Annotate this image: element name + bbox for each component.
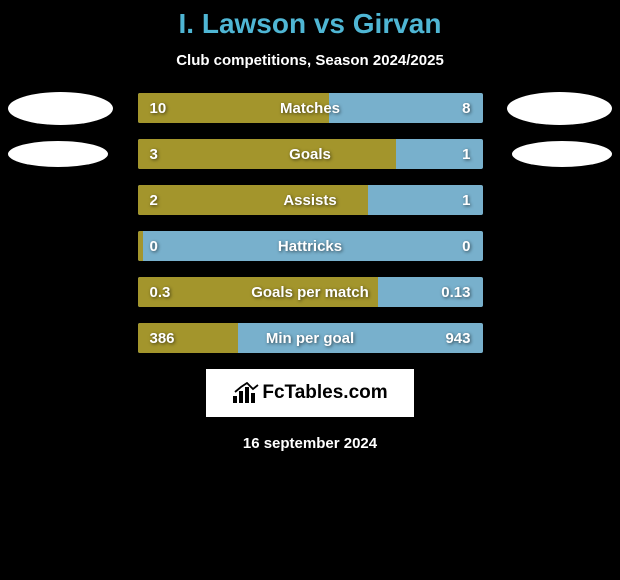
- stat-label: Assists: [283, 192, 336, 209]
- stat-bar: 2 Assists 1: [138, 185, 483, 215]
- stat-label: Goals: [289, 146, 331, 163]
- stat-label: Goals per match: [251, 284, 369, 301]
- stat-row: 0 Hattricks 0: [0, 231, 620, 261]
- page-title: I. Lawson vs Girvan: [0, 8, 620, 40]
- stat-value-right: 1: [462, 192, 470, 209]
- logo-box[interactable]: FcTables.com: [206, 369, 414, 417]
- stat-bar: 10 Matches 8: [138, 93, 483, 123]
- player-left-marker: [8, 92, 113, 125]
- stat-row: 0.3 Goals per match 0.13: [0, 277, 620, 307]
- player-left-marker: [8, 141, 108, 167]
- comparison-chart: I. Lawson vs Girvan Club competitions, S…: [0, 0, 620, 452]
- stat-row: 386 Min per goal 943: [0, 323, 620, 353]
- date-text: 16 september 2024: [0, 435, 620, 452]
- stat-value-right: 1: [462, 146, 470, 163]
- stat-label: Matches: [280, 100, 340, 117]
- stat-value-right: 943: [445, 330, 470, 347]
- stat-value-left: 0: [150, 238, 158, 255]
- stat-value-right: 0: [462, 238, 470, 255]
- bar-left-fill: [138, 231, 143, 261]
- stat-row: 10 Matches 8: [0, 93, 620, 123]
- subtitle: Club competitions, Season 2024/2025: [0, 52, 620, 69]
- stat-value-left: 0.3: [150, 284, 171, 301]
- stat-value-left: 3: [150, 146, 158, 163]
- stats-bars: 10Matches83Goals12Assists10Hattricks00.3…: [0, 93, 620, 353]
- stat-label: Hattricks: [278, 238, 342, 255]
- stat-row: 3 Goals 1: [0, 139, 620, 169]
- player-right-marker: [507, 92, 612, 125]
- stat-value-left: 386: [150, 330, 175, 347]
- bar-left-fill: [138, 139, 397, 169]
- stat-bar: 3 Goals 1: [138, 139, 483, 169]
- stat-value-left: 10: [150, 100, 167, 117]
- stat-value-right: 0.13: [441, 284, 470, 301]
- logo-text: FcTables.com: [262, 382, 387, 404]
- stat-value-left: 2: [150, 192, 158, 209]
- stat-label: Min per goal: [266, 330, 354, 347]
- player-right-marker: [512, 141, 612, 167]
- stat-bar: 386 Min per goal 943: [138, 323, 483, 353]
- stat-bar: 0 Hattricks 0: [138, 231, 483, 261]
- chart-icon: [232, 382, 260, 404]
- stat-bar: 0.3 Goals per match 0.13: [138, 277, 483, 307]
- stat-row: 2 Assists 1: [0, 185, 620, 215]
- stat-value-right: 8: [462, 100, 470, 117]
